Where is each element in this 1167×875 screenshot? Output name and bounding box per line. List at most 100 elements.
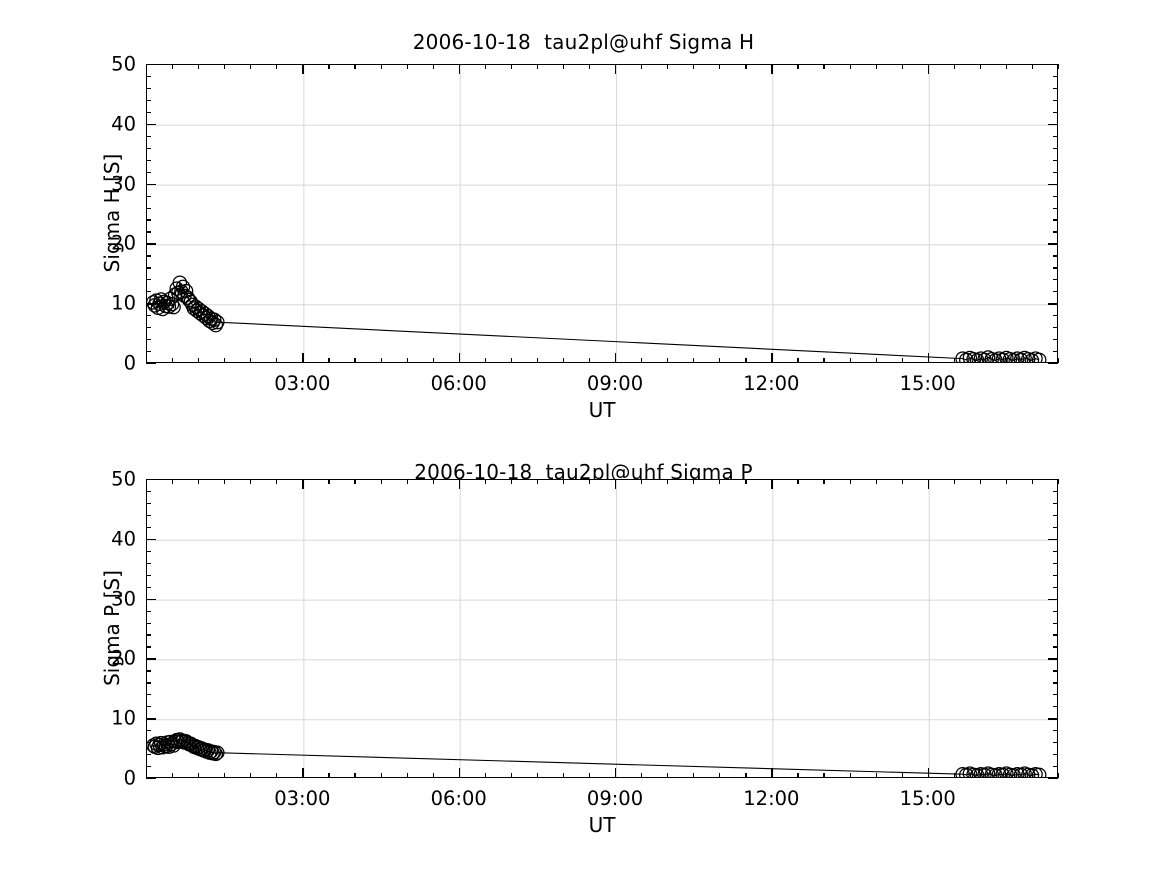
xtick-minor [536,358,539,363]
ytick-minor [146,327,151,329]
ytick-minor [146,514,151,517]
ytick-minor-right [1053,550,1058,552]
xtick-minor [276,773,278,778]
ytick-minor [146,490,151,493]
xtick-minor [823,358,825,363]
ytick-minor-right [1053,267,1058,269]
xtick-minor-top [354,479,356,484]
xtick-label: 03:00 [274,372,331,395]
ytick-minor [146,754,151,756]
ytick-minor-right [1053,646,1058,648]
xtick-label: 06:00 [430,787,487,810]
ytick-minor [146,231,151,233]
xtick-minor [354,358,356,363]
xtick-minor-top [484,479,486,484]
ytick-major [146,363,156,365]
ytick-major [146,718,156,720]
ytick-label: 10 [111,291,136,315]
ytick-major [146,303,156,305]
ytick-label: 20 [111,646,136,670]
xtick-minor [1005,358,1008,363]
xtick-minor [510,773,512,778]
ytick-major [146,479,156,481]
xtick-minor [484,773,486,778]
ytick-minor [146,111,151,114]
xtick-major [302,768,304,778]
xtick-minor-top [901,64,903,69]
xtick-minor [979,358,982,363]
ytick-major-right [1048,243,1058,245]
xtick-minor [328,773,330,778]
xtick-label: 03:00 [274,787,331,810]
data-series-sigma-h [147,275,1047,362]
xtick-major-top [458,479,461,489]
xtick-minor [172,358,174,363]
xtick-major-top [771,64,773,74]
ytick-minor-right [1053,195,1058,197]
ytick-minor [146,219,151,221]
ytick-major-right [1048,64,1058,66]
xtick-major-top [615,64,617,74]
ytick-minor [146,706,151,708]
xtick-minor [849,358,851,363]
ytick-minor [146,730,151,732]
xtick-minor [901,358,903,363]
ytick-minor [146,135,151,137]
xtick-minor [198,358,200,363]
xtick-minor-top [745,479,747,484]
xtick-minor-top [1058,64,1060,69]
ytick-major-right [1048,183,1058,185]
ytick-minor-right [1053,730,1058,732]
ytick-minor [146,75,151,78]
xtick-minor-top [875,64,877,69]
xtick-minor [432,358,434,363]
ytick-major-right [1048,658,1058,660]
ytick-minor-right [1053,231,1058,233]
xtick-minor-top [719,64,721,69]
yaxis-label-sigma-h: Sigma H [S] [100,153,124,273]
ytick-label: 40 [111,112,136,136]
ytick-minor-right [1053,502,1058,505]
ytick-minor-right [1053,622,1058,624]
xtick-minor-top [276,479,278,484]
ytick-minor [146,562,151,564]
ytick-minor [146,550,151,552]
xtick-minor-top [641,64,643,69]
xtick-major [615,768,617,778]
xtick-minor-top [224,64,226,69]
ytick-major [146,598,156,600]
panel-sigma-p: 2006-10-18 tau2pl@uhf Sigma P 03:00 06:00… [0,415,1167,875]
xtick-minor [901,773,903,778]
ytick-minor [146,171,151,173]
xtick-label: 15:00 [899,372,956,395]
xtick-minor-top [797,479,799,484]
ytick-minor-right [1053,694,1058,696]
xtick-minor [250,358,252,363]
xtick-minor-top [901,479,903,484]
xtick-minor-top [693,479,695,484]
ytick-minor [146,574,151,576]
ytick-major [146,123,156,126]
ytick-minor [146,622,151,624]
ytick-major-right [1048,778,1058,780]
ytick-major-right [1048,123,1058,126]
ytick-minor [146,315,151,317]
xtick-minor-top [823,64,825,69]
ytick-major [146,183,156,185]
xtick-major-top [458,64,461,74]
ytick-minor-right [1053,754,1058,756]
xtick-minor-top [1031,479,1034,484]
xtick-minor [588,773,591,778]
ytick-minor-right [1053,514,1058,517]
xtick-label: 12:00 [743,372,800,395]
xtick-minor-top [953,64,955,69]
xtick-minor [380,773,382,778]
ytick-minor-right [1053,147,1058,149]
xtick-minor [719,773,721,778]
xtick-minor [641,773,643,778]
ytick-minor [146,87,151,90]
ytick-minor [146,147,151,149]
xtick-minor [693,358,695,363]
xtick-minor [745,358,747,363]
ytick-minor-right [1053,562,1058,564]
